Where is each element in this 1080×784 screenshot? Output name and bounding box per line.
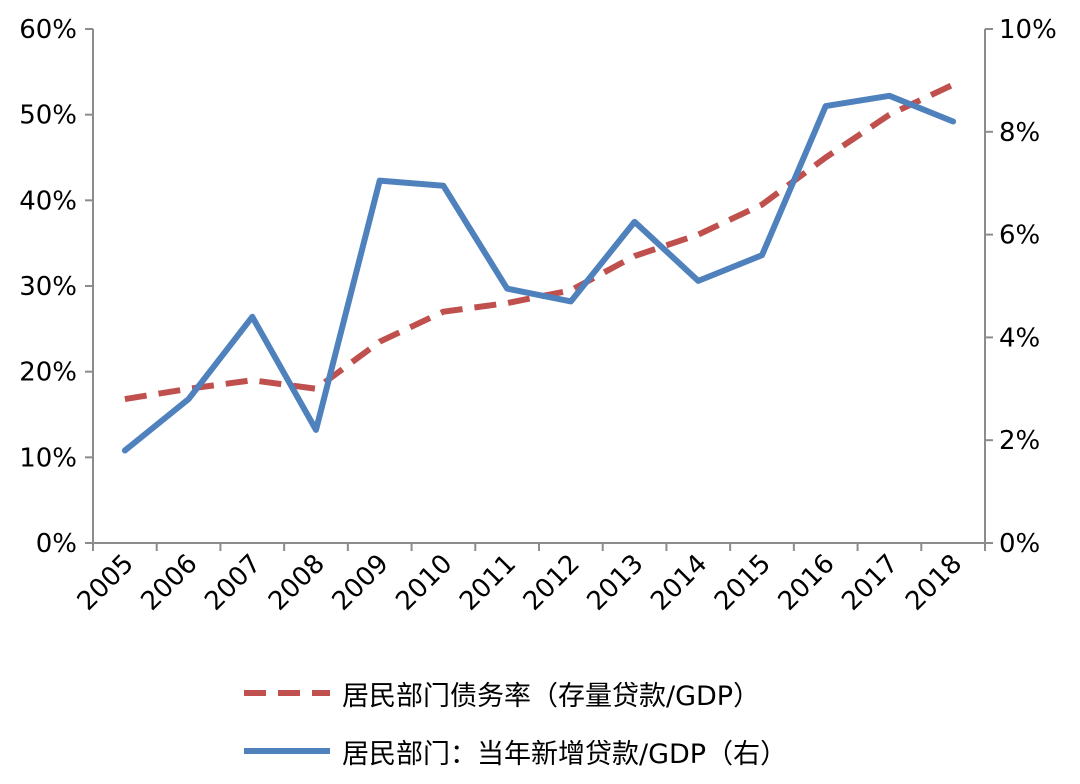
solid-line-swatch-icon bbox=[244, 748, 330, 754]
x-axis-tick-label: 2016 bbox=[773, 549, 841, 617]
x-axis-tick-label: 2018 bbox=[900, 549, 968, 617]
left-axis-tick-label: 10% bbox=[19, 443, 77, 473]
right-axis-tick-label: 8% bbox=[999, 118, 1040, 148]
x-axis-tick-label: 2017 bbox=[836, 549, 904, 617]
x-axis-tick-label: 2008 bbox=[263, 549, 331, 617]
legend-item-debt-ratio: 居民部门债务率（存量贷款/GDP） bbox=[240, 668, 787, 718]
x-axis-tick-label: 2007 bbox=[199, 549, 267, 617]
left-axis-tick-label: 30% bbox=[19, 272, 77, 302]
x-axis-tick-label: 2010 bbox=[390, 549, 458, 617]
right-axis-tick-label: 6% bbox=[999, 221, 1040, 251]
x-axis-tick-label: 2009 bbox=[327, 549, 395, 617]
x-axis-tick-label: 2011 bbox=[454, 549, 522, 617]
x-axis-tick-label: 2015 bbox=[709, 549, 777, 617]
left-axis-tick-label: 0% bbox=[36, 529, 77, 559]
chart: 0%10%20%30%40%50%60% 0%2%4%6%8%10% 20052… bbox=[19, 15, 1057, 617]
left-axis-tick-label: 50% bbox=[19, 101, 77, 131]
legend-label-debt-ratio: 居民部门债务率（存量贷款/GDP） bbox=[342, 680, 761, 712]
series-lines bbox=[121, 81, 957, 454]
series-line-new-loans bbox=[121, 92, 957, 454]
legend-label-new-loans: 居民部门：当年新增贷款/GDP（右） bbox=[342, 738, 788, 770]
x-axis-tick-label: 2013 bbox=[582, 549, 650, 617]
x-axis-tick-label: 2005 bbox=[72, 549, 140, 617]
right-axis-tick-label: 0% bbox=[999, 529, 1040, 559]
series-line-debt-ratio bbox=[124, 81, 955, 403]
left-axis-tick-label: 20% bbox=[19, 358, 77, 388]
right-axis-ticks: 0% 2% 4% 6% 8% 10% bbox=[985, 15, 1057, 559]
right-axis-tick-label: 4% bbox=[999, 323, 1040, 353]
dashed-line-swatch-icon bbox=[244, 690, 330, 696]
legend: 居民部门债务率（存量贷款/GDP） 居民部门：当年新增贷款/GDP（右） bbox=[240, 668, 787, 784]
left-axis-tick-label: 60% bbox=[19, 15, 77, 45]
left-axis-tick-label: 40% bbox=[19, 186, 77, 216]
x-axis-tick-label: 2014 bbox=[645, 549, 713, 617]
x-axis-tick-label: 2012 bbox=[518, 549, 586, 617]
x-axis-ticks: 2005200620072008200920102011201220132014… bbox=[72, 543, 986, 617]
left-axis-ticks: 0% 10% 20% 30% 40% 50% 60% bbox=[19, 15, 93, 559]
right-axis-tick-label: 10% bbox=[999, 15, 1057, 45]
axes bbox=[92, 29, 986, 544]
right-axis-tick-label: 2% bbox=[999, 426, 1040, 456]
x-axis-tick-label: 2006 bbox=[136, 549, 204, 617]
legend-item-new-loans: 居民部门：当年新增贷款/GDP（右） bbox=[240, 726, 787, 776]
